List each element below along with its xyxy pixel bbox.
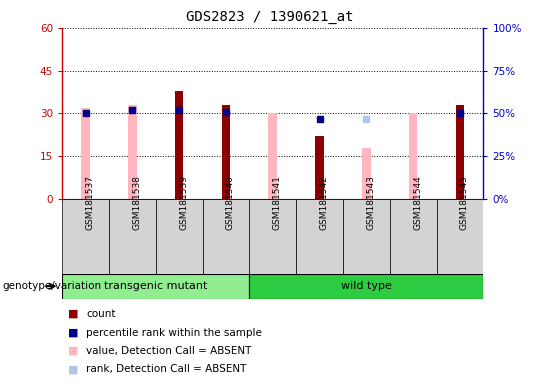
Text: ■: ■ [68,346,78,356]
Text: ■: ■ [68,364,78,374]
Bar [249,199,296,274]
Bar [409,114,417,199]
Bar [249,274,483,299]
Text: GDS2823 / 1390621_at: GDS2823 / 1390621_at [186,10,354,23]
Bar [222,105,230,199]
Text: ■: ■ [68,328,78,338]
Bar [128,105,137,199]
Text: rank, Detection Call = ABSENT: rank, Detection Call = ABSENT [86,364,247,374]
Bar [62,199,109,274]
Bar [82,108,90,199]
Text: GSM181540: GSM181540 [226,175,235,230]
Text: GSM181537: GSM181537 [85,175,94,230]
Text: GSM181538: GSM181538 [132,175,141,230]
Bar [315,136,323,199]
Text: value, Detection Call = ABSENT: value, Detection Call = ABSENT [86,346,252,356]
Bar [202,199,249,274]
Text: genotype/variation: genotype/variation [3,281,102,291]
Text: percentile rank within the sample: percentile rank within the sample [86,328,262,338]
Bar [268,114,277,199]
Bar [390,199,436,274]
Bar [362,147,370,199]
Text: transgenic mutant: transgenic mutant [104,281,207,291]
Bar [343,199,390,274]
Bar [156,199,202,274]
Text: GSM181542: GSM181542 [320,175,328,230]
Text: GSM181545: GSM181545 [460,175,469,230]
Bar [175,91,183,199]
Bar [456,105,464,199]
Bar [436,199,483,274]
Text: GSM181539: GSM181539 [179,175,188,230]
Text: count: count [86,309,116,319]
Bar [296,199,343,274]
Text: ■: ■ [68,309,78,319]
Bar [62,274,249,299]
Text: GSM181541: GSM181541 [273,175,282,230]
Text: wild type: wild type [341,281,392,291]
Text: GSM181543: GSM181543 [366,175,375,230]
Text: GSM181544: GSM181544 [413,175,422,230]
Bar [109,199,156,274]
